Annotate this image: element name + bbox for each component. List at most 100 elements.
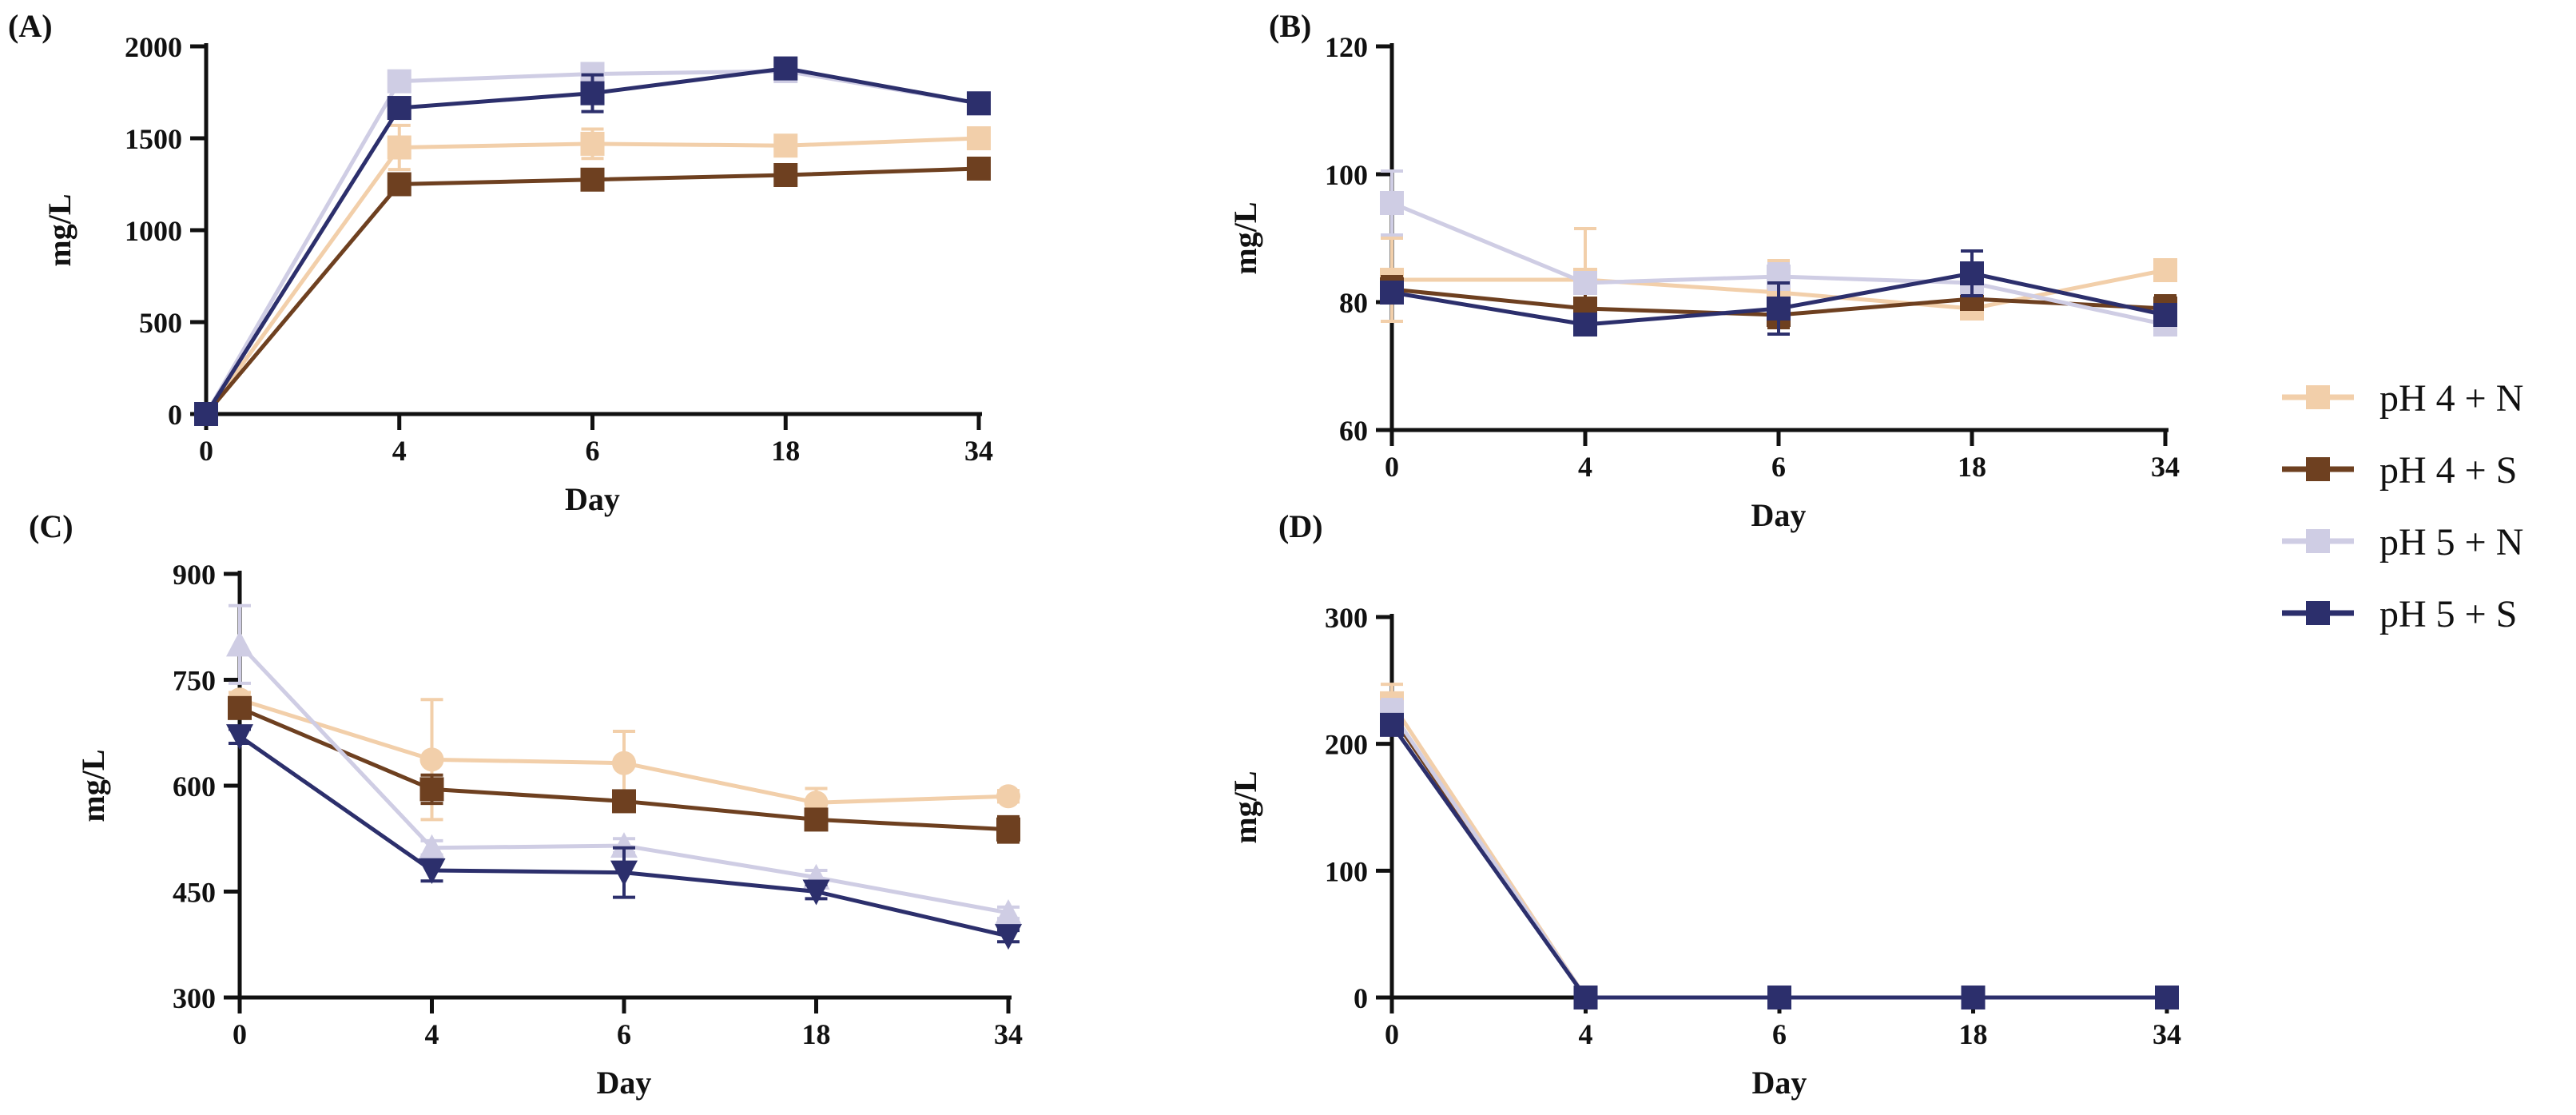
x-axis-title: Day bbox=[1752, 1065, 1807, 1101]
data-point bbox=[967, 126, 991, 150]
y-tick-label: 80 bbox=[1339, 287, 1368, 319]
x-axis-title: Day bbox=[1751, 497, 1807, 533]
legend-label: pH 5 + N bbox=[2379, 521, 2523, 563]
series-ph4-n bbox=[194, 123, 991, 426]
data-point bbox=[387, 96, 411, 121]
y-tick-label: 750 bbox=[173, 665, 216, 697]
y-tick-label: 1000 bbox=[125, 215, 182, 247]
legend: pH 4 + N pH 4 + S pH 5 + N pH 5 + S bbox=[2282, 377, 2523, 635]
legend-label: pH 4 + N bbox=[2379, 377, 2523, 420]
panel-letter: (C) bbox=[29, 508, 74, 544]
data-point bbox=[419, 777, 444, 802]
series-line bbox=[204, 69, 980, 416]
data-point bbox=[802, 879, 830, 906]
data-point bbox=[804, 807, 829, 832]
series-line bbox=[1389, 702, 2167, 1000]
panel-letter: (B) bbox=[1269, 8, 1311, 44]
series-ph5-n bbox=[1380, 698, 2179, 1009]
series-line bbox=[1389, 711, 2167, 1000]
series-ph4-s bbox=[194, 156, 991, 426]
legend-item: pH 4 + N bbox=[2282, 377, 2523, 420]
chart-panel: (C) 300 450 600 750 900 0 4 6 18 34 Day mg/L bbox=[29, 508, 1023, 1101]
data-point bbox=[226, 724, 253, 751]
y-tick-label: 200 bbox=[1325, 729, 1368, 761]
data-point bbox=[1380, 191, 1404, 215]
data-point bbox=[1380, 712, 1404, 737]
y-tick-label: 100 bbox=[1325, 159, 1368, 191]
x-tick-label: 18 bbox=[1958, 451, 1986, 483]
x-axis-title: Day bbox=[597, 1065, 652, 1101]
data-point bbox=[580, 131, 605, 156]
x-tick-label: 34 bbox=[964, 435, 993, 467]
data-point bbox=[996, 784, 1020, 809]
data-point bbox=[580, 167, 605, 192]
y-tick-label: 0 bbox=[1354, 982, 1368, 1014]
legend-item: pH 5 + S bbox=[2282, 593, 2517, 635]
series-ph5-s bbox=[226, 724, 1022, 950]
x-tick-label: 0 bbox=[1385, 451, 1399, 483]
legend-item: pH 4 + S bbox=[2282, 449, 2517, 492]
data-point bbox=[419, 747, 444, 772]
x-tick-label: 4 bbox=[1578, 451, 1592, 483]
panel-letter: (A) bbox=[8, 8, 53, 44]
data-point bbox=[387, 69, 411, 94]
data-point bbox=[610, 860, 638, 886]
y-tick-label: 100 bbox=[1325, 855, 1368, 887]
data-point bbox=[773, 56, 798, 81]
data-point bbox=[387, 135, 411, 160]
legend-label: pH 4 + S bbox=[2379, 449, 2517, 492]
legend-swatch-marker bbox=[2306, 385, 2330, 409]
x-tick-label: 6 bbox=[617, 1018, 631, 1050]
data-point bbox=[610, 832, 638, 858]
y-tick-label: 300 bbox=[173, 982, 216, 1014]
y-tick-label: 1500 bbox=[125, 123, 182, 155]
x-tick-label: 6 bbox=[1772, 1018, 1787, 1050]
data-point bbox=[418, 834, 446, 860]
series-line bbox=[1389, 715, 2167, 1000]
series-line bbox=[205, 166, 980, 416]
data-point bbox=[1573, 271, 1597, 295]
data-point bbox=[995, 924, 1022, 950]
y-tick-label: 500 bbox=[139, 307, 182, 339]
x-tick-label: 34 bbox=[994, 1018, 1023, 1050]
data-point bbox=[1961, 986, 1986, 1009]
series-ph4-n bbox=[1380, 683, 2179, 1009]
x-tick-label: 34 bbox=[2153, 1018, 2181, 1050]
data-point bbox=[2155, 986, 2179, 1009]
x-tick-label: 18 bbox=[802, 1018, 831, 1050]
x-tick-label: 0 bbox=[233, 1018, 247, 1050]
data-point bbox=[773, 133, 798, 158]
y-axis-title: mg/L bbox=[75, 749, 111, 822]
x-tick-label: 0 bbox=[199, 435, 213, 467]
y-tick-label: 120 bbox=[1325, 31, 1368, 63]
series-ph5-s bbox=[1380, 712, 2179, 1009]
x-tick-label: 6 bbox=[1771, 451, 1786, 483]
series-ph4-s bbox=[228, 695, 1020, 844]
data-point bbox=[967, 156, 991, 181]
data-point bbox=[1767, 297, 1791, 321]
legend-item: pH 5 + N bbox=[2282, 521, 2523, 563]
data-point bbox=[967, 91, 991, 116]
data-point bbox=[996, 817, 1020, 842]
legend-swatch-marker bbox=[2306, 457, 2330, 481]
chart-panel: (A) 0 500 1000 1500 2000 0 4 6 18 34 Day mg/L bbox=[8, 8, 993, 517]
y-axis-title: mg/L bbox=[42, 193, 78, 266]
y-tick-label: 60 bbox=[1339, 415, 1368, 447]
panel-letter: (D) bbox=[1278, 508, 1323, 544]
data-point bbox=[387, 172, 411, 197]
chart-panel: (D) 0 100 200 300 0 4 6 18 34 Day mg/L bbox=[1227, 508, 2181, 1101]
series-ph5-s bbox=[194, 56, 991, 426]
x-tick-label: 6 bbox=[586, 435, 600, 467]
x-tick-label: 4 bbox=[425, 1018, 439, 1050]
data-point bbox=[418, 858, 446, 884]
data-point bbox=[194, 402, 218, 426]
x-tick-label: 34 bbox=[2151, 451, 2180, 483]
y-tick-label: 600 bbox=[173, 771, 216, 802]
chart-panel: (B) 60 80 100 120 0 4 6 18 34 Day mg/L bbox=[1227, 8, 2180, 533]
x-tick-label: 0 bbox=[1385, 1018, 1399, 1050]
y-axis-title: mg/L bbox=[1227, 201, 1263, 274]
data-point bbox=[1960, 261, 1984, 285]
data-point bbox=[1380, 281, 1404, 305]
data-point bbox=[2153, 258, 2177, 282]
legend-swatch-marker bbox=[2306, 529, 2330, 553]
